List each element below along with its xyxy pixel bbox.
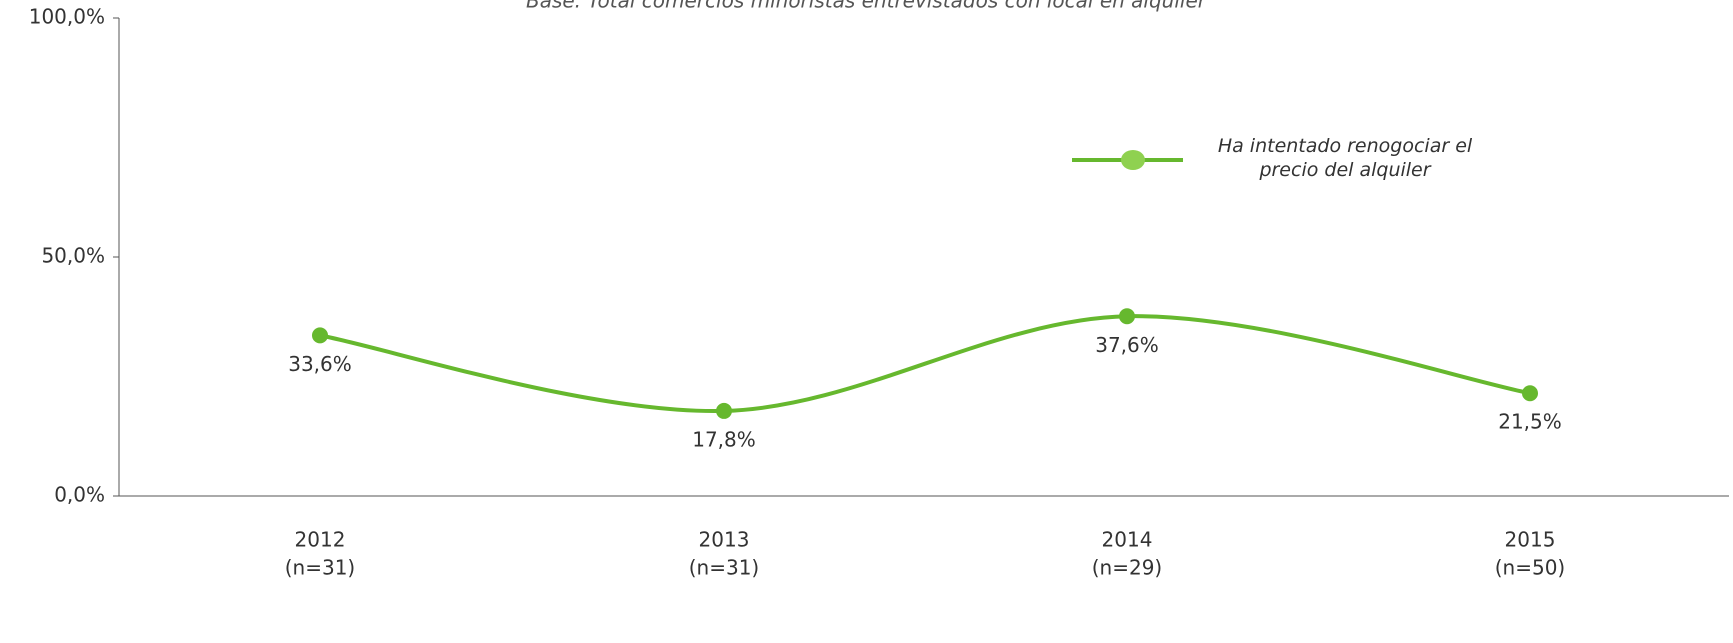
point	[1522, 385, 1538, 402]
chart-subtitle: Base: Total comercios minoristas entrevi…	[526, 0, 1208, 13]
point	[1119, 308, 1135, 325]
x-tick-label: (n=31)	[285, 556, 356, 580]
x-tick-label: 2012	[295, 528, 346, 552]
legend-box: Ha intentado renogociar el precio del al…	[1217, 135, 1473, 181]
legend-marker	[1121, 150, 1145, 170]
data-label: 21,5%	[1498, 410, 1562, 434]
series-line	[319, 314, 1531, 413]
point	[312, 327, 328, 344]
y-tick-label: 0,0%	[54, 483, 105, 507]
legend-label: Ha intentado renogociar el precio del al…	[1217, 135, 1473, 181]
y-tick-label: 50,0%	[41, 244, 105, 268]
x-tick-label: 2013	[699, 528, 750, 552]
x-tick-label: 2014	[1102, 528, 1153, 552]
data-label: 33,6%	[288, 352, 352, 376]
data-label: 17,8%	[692, 427, 756, 451]
y-tick-label: 100,0%	[29, 5, 105, 29]
x-tick-label: (n=50)	[1495, 556, 1566, 580]
x-tick-label: (n=31)	[689, 556, 760, 580]
data-label: 37,6%	[1095, 333, 1159, 357]
x-tick-label: (n=29)	[1092, 556, 1163, 580]
x-tick-label: 2015	[1505, 528, 1556, 552]
point	[716, 402, 732, 419]
